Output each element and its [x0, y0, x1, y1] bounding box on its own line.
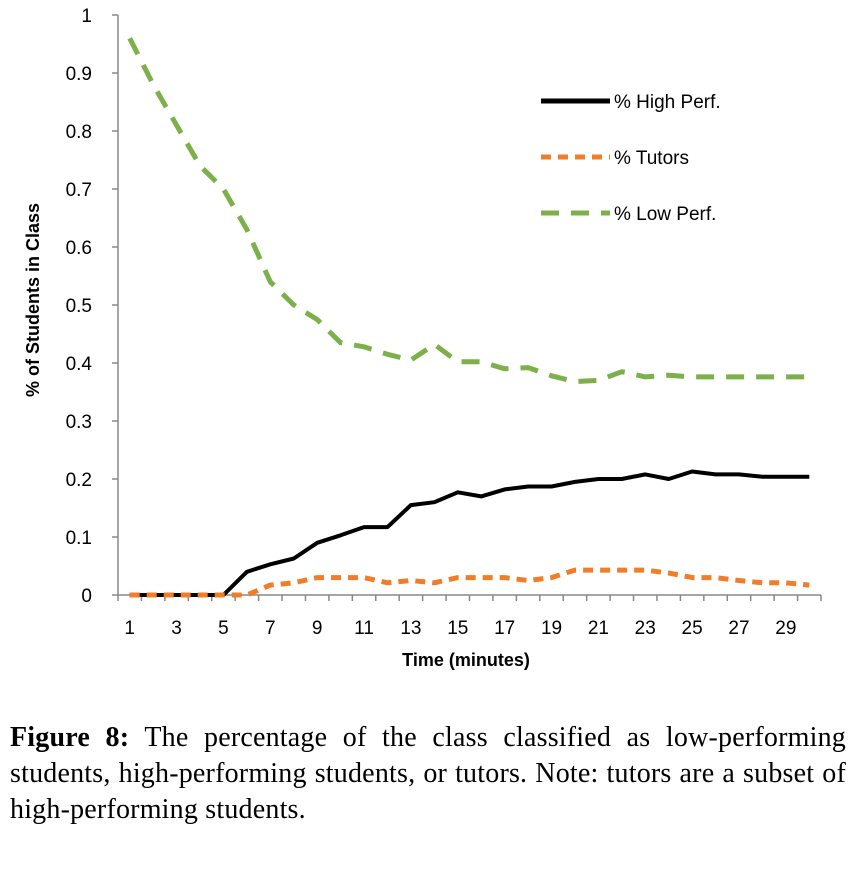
line-chart: 00.10.20.30.40.50.60.70.80.91 1 3 5 7 9 11 13 1… [23, 6, 822, 670]
chart-legend: % High Perf. % Tutors % Low Perf. [541, 92, 721, 225]
legend-label-1: % Tutors [614, 148, 689, 169]
figure-caption-text: The percentage of the class classified a… [10, 722, 847, 825]
x-tick-label: 25 [682, 618, 703, 639]
x-tick-label: 23 [635, 618, 656, 639]
y-tick-label: 0.4 [66, 354, 93, 375]
y-tick-label: 0.6 [66, 238, 92, 259]
y-tick-label: 0.1 [66, 528, 92, 549]
x-axis-label: Time (minutes) [402, 650, 530, 670]
y-tick-label: 0.7 [66, 180, 92, 201]
x-tick-label: 21 [588, 618, 609, 639]
figure-caption: Figure 8: The percentage of the class cl… [10, 720, 846, 828]
x-tick-label: 17 [494, 618, 515, 639]
chart-series [127, 37, 810, 598]
x-tick-label: 13 [400, 618, 421, 639]
x-tick-label: 15 [447, 618, 468, 639]
x-tick-label: 5 [218, 618, 229, 639]
series-line-1 [129, 567, 810, 598]
y-tick-label: 0.5 [66, 296, 92, 317]
y-tick-label: 0.3 [66, 412, 92, 433]
x-tick-label: 29 [775, 618, 796, 639]
y-tick-label: 0 [81, 586, 92, 607]
series-line-0 [129, 469, 810, 597]
figure-label: Figure 8: [10, 722, 130, 753]
x-axis-ticks: 1 3 5 7 9 11 13 15 17 19 21 23 25 27 29 [117, 595, 822, 639]
x-tick-label: 19 [541, 618, 562, 639]
x-tick-label: 1 [124, 618, 135, 639]
x-tick-label: 9 [312, 618, 323, 639]
y-axis-label: % of Students in Class [23, 203, 43, 397]
series-line-2 [127, 37, 810, 385]
x-tick-label: 3 [171, 618, 182, 639]
y-tick-label: 0.8 [66, 122, 92, 143]
legend-label-2: % Low Perf. [614, 204, 716, 225]
y-tick-label: 0.2 [66, 470, 92, 491]
legend-label-0: % High Perf. [614, 92, 721, 113]
y-tick-label: 1 [81, 6, 92, 27]
y-tick-label: 0.9 [66, 64, 92, 85]
x-tick-label: 27 [728, 618, 749, 639]
y-axis-ticks: 0 0.1 0.2 0.3 0.4 0.5 0.6 0.7 0.8 0.9 1 [66, 6, 118, 607]
x-tick-label: 11 [354, 618, 374, 639]
x-tick-label: 7 [265, 618, 276, 639]
